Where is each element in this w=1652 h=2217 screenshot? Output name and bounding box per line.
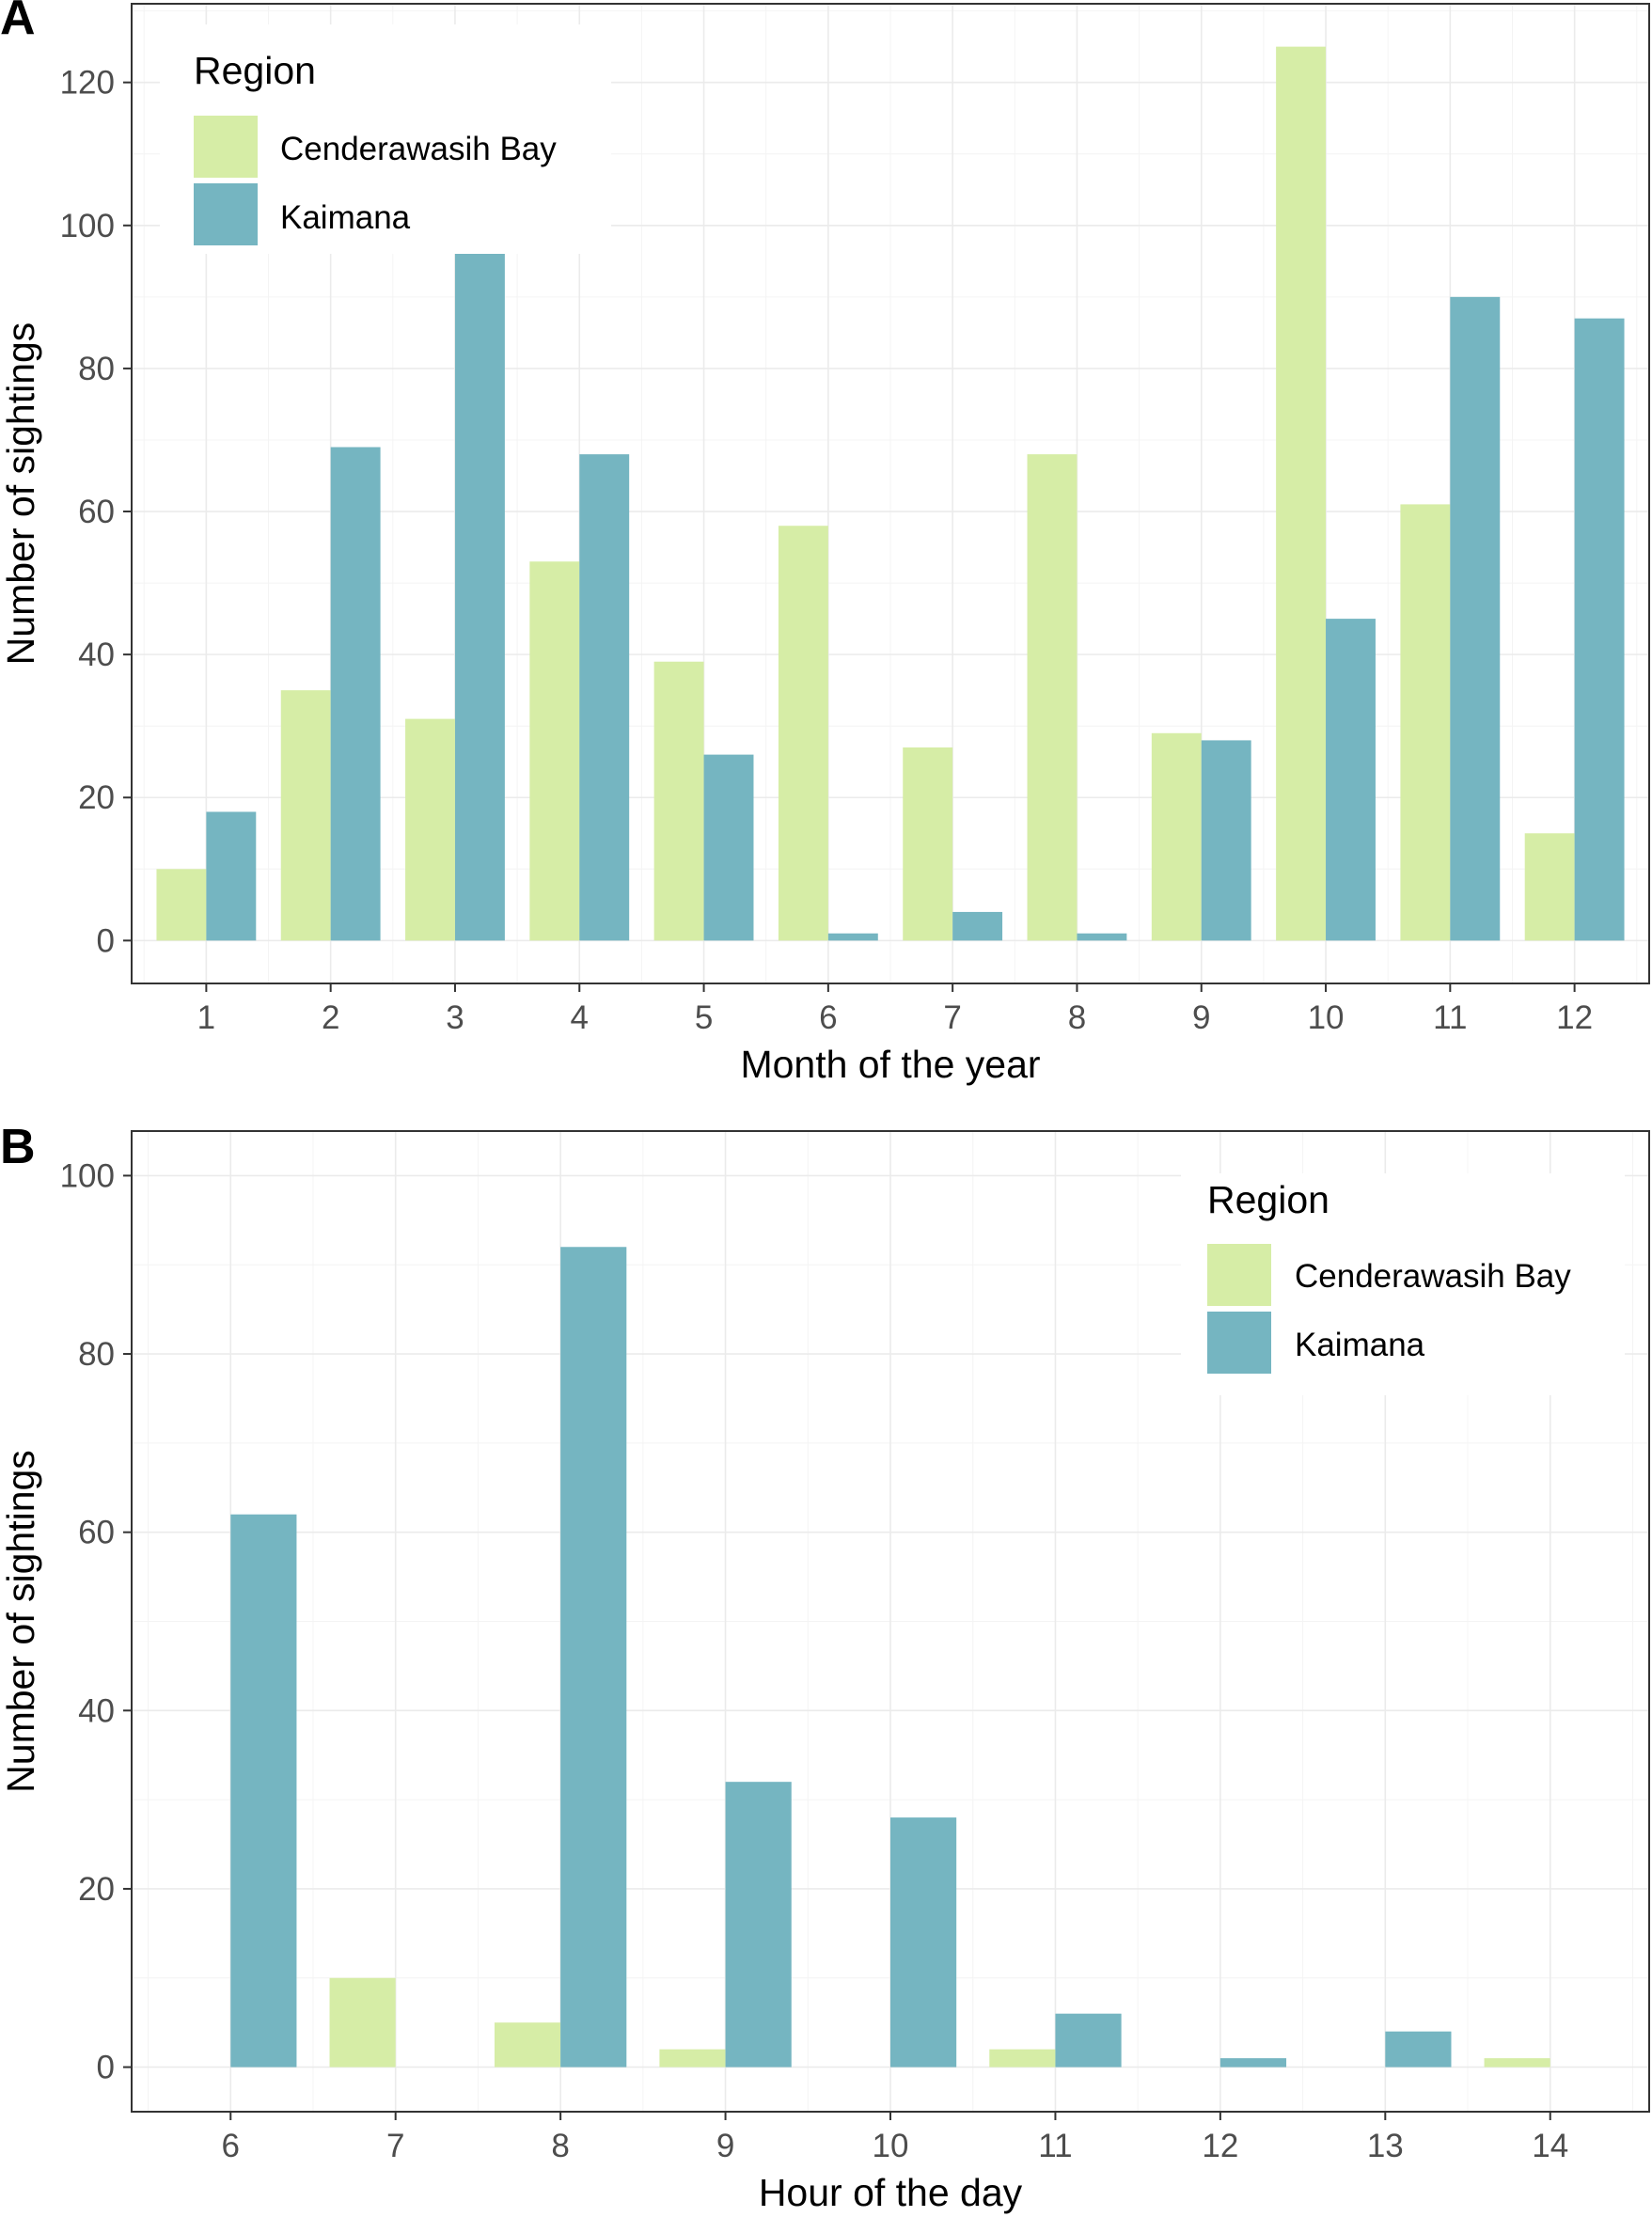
x-tick-label: 6 [819, 999, 837, 1036]
x-tick-label: 9 [716, 2128, 734, 2164]
bar-kaimana-9 [1201, 740, 1251, 941]
legend: Region Cenderawasih Bay Kaimana [160, 24, 611, 254]
bar-kaimana-8 [1077, 933, 1127, 941]
legend-label-cenderawasih-bay: Cenderawasih Bay [280, 131, 557, 167]
y-tick-label: 0 [97, 922, 115, 959]
x-tick-label: 2 [322, 999, 339, 1036]
panel-a: Region Cenderawasih Bay Kaimana 0 20 40 60 80 10… [0, 0, 1650, 1086]
x-tick-label: 7 [943, 999, 961, 1036]
bar-kaimana-12 [1574, 318, 1625, 941]
bar-kaimana-13 [1385, 2031, 1452, 2068]
x-tick-label: 8 [551, 2128, 569, 2164]
legend-label-cenderawasih-bay: Cenderawasih Bay [1295, 1258, 1571, 1295]
y-tick-label: 40 [78, 637, 115, 673]
bar-kaimana-1 [206, 811, 257, 941]
bar-kaimana-7 [952, 911, 1003, 941]
x-tick-label: 6 [222, 2128, 240, 2164]
x-tick-label: 8 [1068, 999, 1086, 1036]
x-tick-label: 7 [386, 2128, 404, 2164]
bar-cenderawasih-bay-11 [989, 2049, 1056, 2068]
bar-kaimana-2 [330, 447, 381, 941]
bar-kaimana-4 [579, 454, 630, 941]
bar-cenderawasih-bay-12 [1524, 833, 1575, 941]
x-tick-label: 9 [1192, 999, 1210, 1036]
x-tick-label: 10 [873, 2128, 909, 2164]
legend-swatch-kaimana [1207, 1312, 1271, 1374]
legend-title: Region [194, 49, 316, 92]
panel-b: Region Cenderawasih Bay Kaimana 0 20 40 60 80 10… [0, 1120, 1650, 2214]
x-tick-label: 14 [1532, 2128, 1568, 2164]
bar-cenderawasih-bay-6 [778, 526, 828, 941]
bar-kaimana-11 [1055, 2013, 1122, 2068]
y-tick-label: 0 [97, 2050, 115, 2086]
y-tick-label: 80 [78, 1336, 115, 1373]
bar-kaimana-11 [1450, 296, 1501, 941]
y-tick-label: 80 [78, 351, 115, 387]
x-tick-label: 12 [1556, 999, 1593, 1036]
bar-cenderawasih-bay-7 [903, 747, 953, 941]
y-tick-label: 20 [78, 1871, 115, 1908]
x-tick-label: 11 [1038, 2128, 1072, 2164]
x-axis-title: Month of the year [740, 1043, 1040, 1086]
bar-cenderawasih-bay-9 [659, 2049, 726, 2068]
y-tick-label: 20 [78, 779, 115, 816]
legend-title: Region [1207, 1178, 1329, 1221]
y-tick-label: 100 [60, 1157, 115, 1194]
bar-cenderawasih-bay-14 [1484, 2058, 1550, 2068]
bar-cenderawasih-bay-4 [529, 561, 580, 941]
bar-kaimana-12 [1219, 2058, 1287, 2068]
legend-swatch-cenderawasih-bay [1207, 1244, 1271, 1306]
bar-cenderawasih-bay-5 [653, 661, 704, 941]
bar-kaimana-6 [230, 1514, 297, 2068]
x-tick-label: 13 [1367, 2128, 1404, 2164]
bar-cenderawasih-bay-11 [1400, 504, 1451, 941]
bar-cenderawasih-bay-8 [1027, 454, 1078, 941]
bar-cenderawasih-bay-9 [1151, 732, 1202, 941]
panel-letter: A [0, 0, 36, 45]
bar-cenderawasih-bay-8 [494, 2022, 561, 2068]
bar-cenderawasih-bay-7 [329, 1977, 396, 2068]
bar-cenderawasih-bay-10 [1276, 46, 1327, 941]
x-tick-label: 1 [197, 999, 215, 1036]
bar-cenderawasih-bay-1 [156, 869, 207, 941]
bar-kaimana-8 [560, 1247, 627, 2068]
x-tick-label: 11 [1433, 999, 1467, 1036]
bar-kaimana-10 [890, 1817, 957, 2068]
bar-kaimana-5 [703, 754, 754, 941]
x-tick-label: 12 [1202, 2128, 1238, 2164]
bar-kaimana-10 [1326, 619, 1376, 941]
y-tick-label: 60 [78, 494, 115, 530]
bar-cenderawasih-bay-3 [405, 718, 455, 941]
legend: Region Cenderawasih Bay Kaimana [1181, 1173, 1625, 1395]
x-tick-label: 10 [1308, 999, 1345, 1036]
legend-label-kaimana: Kaimana [280, 199, 411, 236]
legend-swatch-kaimana [194, 183, 258, 245]
y-axis-title: Number of sightings [0, 1450, 42, 1793]
bar-kaimana-3 [454, 246, 505, 941]
bar-kaimana-9 [725, 1782, 792, 2068]
bar-cenderawasih-bay-2 [280, 690, 331, 941]
bar-kaimana-6 [827, 933, 878, 941]
y-tick-label: 120 [60, 65, 115, 102]
x-tick-label: 5 [695, 999, 713, 1036]
x-axis-title: Hour of the day [759, 2171, 1023, 2214]
y-tick-label: 100 [60, 208, 115, 244]
legend-label-kaimana: Kaimana [1295, 1327, 1425, 1363]
legend-swatch-cenderawasih-bay [194, 116, 258, 178]
y-axis-title: Number of sightings [0, 322, 42, 666]
y-tick-label: 40 [78, 1692, 115, 1729]
x-tick-label: 4 [571, 999, 589, 1036]
y-tick-label: 60 [78, 1515, 115, 1551]
panel-border [131, 3, 1650, 984]
panel-letter: B [0, 1120, 36, 1174]
x-tick-label: 3 [446, 999, 464, 1036]
